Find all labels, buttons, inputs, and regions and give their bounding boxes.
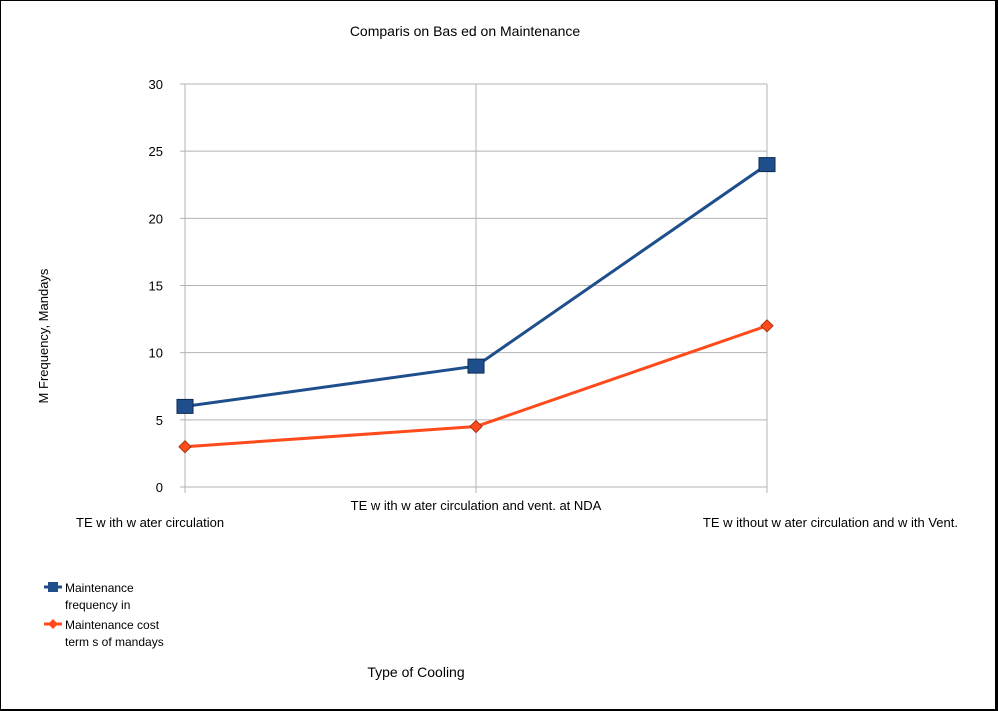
legend-label: frequency in — [65, 598, 130, 612]
legend-label: Maintenance cost — [65, 618, 160, 632]
x-tick-label: TE w ithout w ater circulation and w ith… — [703, 515, 958, 530]
data-point-2 — [760, 319, 774, 333]
data-point-1 — [467, 358, 485, 374]
grid-lines — [184, 83, 768, 493]
tick-labels: 0 5 10 15 20 25 30 TE w ith w ater circulation T… — [76, 77, 958, 530]
legend-diamond-marker — [48, 619, 58, 629]
axes — [180, 83, 185, 488]
legend-label: term s of mandays — [65, 635, 164, 649]
chart-title: Comparis on Bas ed on Maintenance — [350, 23, 581, 39]
data-point-2 — [178, 439, 192, 454]
y-tick-label: 30 — [149, 77, 163, 92]
legend-square-marker — [48, 582, 58, 592]
y-tick-label: 5 — [156, 413, 163, 428]
x-tick-label: TE w ith w ater circulation — [76, 515, 224, 530]
x-axis-label: Type of Cooling — [367, 664, 464, 680]
data-point-1 — [758, 157, 776, 173]
y-tick-label: 20 — [149, 211, 163, 226]
legend-label: Maintenance — [65, 581, 134, 595]
y-axis-label: M Frequency, Mandays — [36, 268, 51, 403]
y-tick-label: 10 — [149, 346, 163, 361]
legend: Maintenance frequency in Maintenance cost t… — [44, 581, 164, 649]
data-point-1 — [176, 398, 194, 414]
y-tick-label: 25 — [149, 144, 163, 159]
y-tick-label: 0 — [156, 480, 163, 495]
data-point-2 — [469, 419, 483, 434]
x-tick-label: TE w ith w ater circulation and vent. at… — [351, 498, 602, 513]
series-lines — [176, 157, 776, 454]
y-tick-label: 15 — [149, 279, 163, 294]
